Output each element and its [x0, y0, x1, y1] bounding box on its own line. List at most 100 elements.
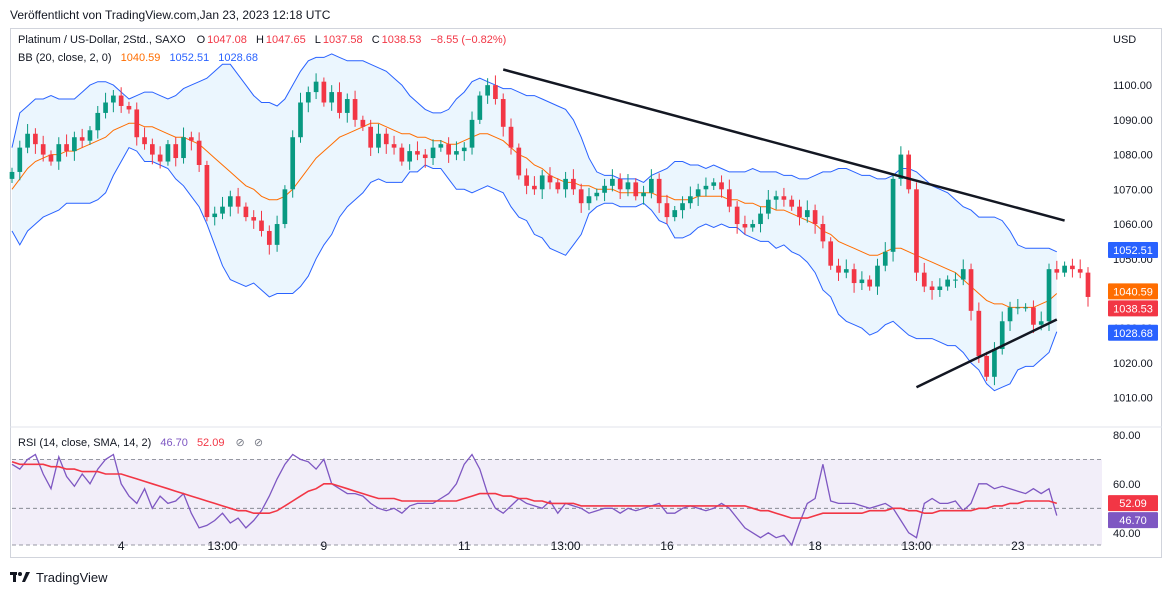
candle-body: [118, 95, 124, 106]
candle: [672, 205, 678, 222]
bb-upper-value: 1052.51: [169, 52, 210, 64]
candle-body: [383, 133, 389, 145]
bb-basis-value: 1040.59: [120, 52, 161, 64]
candle: [1015, 299, 1021, 315]
candle-body: [212, 213, 218, 218]
candle: [235, 187, 241, 214]
candle-body: [781, 196, 787, 200]
rsi-ma-tag: 52.09: [1108, 495, 1158, 512]
candle: [898, 146, 904, 186]
candle: [157, 146, 163, 169]
candle-body: [438, 144, 444, 148]
candle: [399, 143, 405, 166]
eye-slash-icon[interactable]: ⊘: [253, 437, 264, 449]
candle-body: [578, 189, 584, 204]
candle: [274, 215, 280, 252]
candle: [773, 190, 779, 210]
candle-body: [984, 355, 989, 377]
change-value: −8.55 (−0.82%): [430, 34, 507, 46]
time-tick-label: 13:00: [208, 539, 238, 553]
candle-body: [1023, 307, 1028, 309]
candle: [711, 178, 717, 190]
price-tick-label: 1100.00: [1113, 80, 1152, 92]
candle-body: [695, 189, 701, 197]
candle: [812, 204, 818, 234]
trendline-support: [915, 318, 1058, 389]
candle: [266, 225, 272, 255]
high-label: H: [255, 34, 264, 46]
tradingview-footer[interactable]: TradingView: [10, 570, 108, 585]
candle-body: [9, 171, 15, 179]
candle: [921, 262, 927, 293]
price-tick-label: 1080.00: [1113, 150, 1153, 162]
candle: [126, 101, 132, 114]
upper-price-tag-text: 1052.51: [1113, 245, 1153, 257]
candles-layer: [9, 73, 1091, 386]
candle: [1031, 300, 1036, 334]
rsi-legend[interactable]: RSI (14, close, SMA, 14, 2) 46.70 52.09 …: [18, 436, 265, 449]
time-tick-label: 4: [118, 539, 125, 553]
candle-body: [882, 251, 888, 266]
candle-body: [188, 137, 194, 141]
candle: [765, 190, 771, 220]
candle-body: [204, 165, 210, 218]
eye-slash-icon[interactable]: ⊘: [235, 437, 245, 449]
candle: [890, 173, 896, 262]
published-caption: Veröffentlicht von TradingView.com,Jan 2…: [10, 8, 331, 22]
candle-body: [968, 269, 974, 311]
candle-body: [360, 119, 366, 127]
symbol-title: Platinum / US-Dollar, 2Std., SAXO: [18, 34, 186, 46]
candle-body: [95, 112, 101, 131]
candle-body: [227, 196, 233, 207]
candle-body: [500, 99, 506, 127]
candle-body: [313, 81, 319, 93]
candle-body: [547, 175, 553, 183]
time-tick-label: 23: [1011, 539, 1025, 553]
candle-body: [1031, 307, 1036, 325]
candle: [337, 82, 342, 119]
candle: [56, 137, 62, 170]
candle-body: [758, 213, 763, 225]
candle-body: [1070, 265, 1075, 270]
candle: [64, 134, 69, 157]
candle: [33, 128, 38, 154]
candle-body: [407, 151, 412, 162]
candle: [1070, 258, 1075, 278]
close-label: C: [371, 34, 380, 46]
candle: [150, 138, 155, 165]
candle-body: [625, 182, 631, 190]
candle: [586, 187, 592, 211]
candle-body: [594, 192, 600, 197]
candle-body: [282, 189, 288, 225]
candle: [1054, 260, 1060, 280]
symbol-legend[interactable]: Platinum / US-Dollar, 2Std., SAXO O 1047.…: [18, 34, 508, 46]
bb-legend[interactable]: BB (20, close, 2, 0) 1040.59 1052.51 102…: [18, 52, 260, 64]
candle: [173, 137, 179, 167]
rsi-value: 46.70: [160, 437, 188, 449]
candle: [469, 111, 475, 155]
candle-body: [485, 85, 490, 96]
candle-body: [181, 137, 186, 159]
candle-body: [72, 137, 77, 152]
candle-body: [391, 144, 397, 148]
candle: [571, 169, 576, 195]
candle-body: [999, 321, 1005, 350]
rsi-ma-line: [11, 461, 1058, 519]
time-tick-label: 11: [458, 539, 471, 553]
candle: [25, 124, 30, 154]
candle: [555, 178, 561, 194]
candle: [259, 210, 264, 237]
candle: [103, 92, 108, 119]
candle-body: [329, 92, 335, 103]
candle: [820, 215, 826, 249]
candle: [610, 169, 615, 192]
candle-body: [797, 206, 802, 218]
candle-body: [251, 217, 257, 221]
candle: [368, 119, 374, 156]
price-tick-label: 1090.00: [1113, 115, 1153, 127]
candle: [9, 167, 15, 184]
candle: [391, 135, 397, 155]
candle: [836, 258, 841, 281]
candle-body: [1062, 265, 1067, 273]
